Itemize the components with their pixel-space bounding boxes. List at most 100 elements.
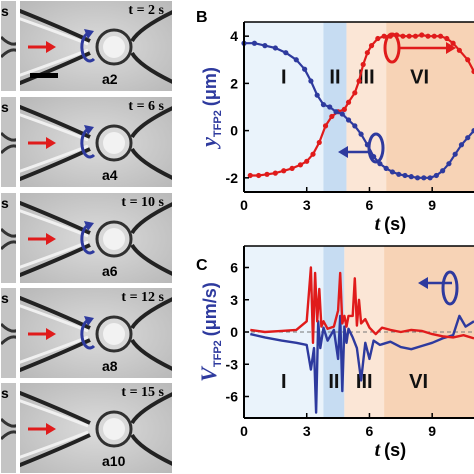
series-point-red (264, 171, 270, 177)
series-point-red (322, 123, 329, 129)
series-point-blue (458, 142, 465, 148)
y-axis-label: VTFP2 (μm/s) (196, 282, 224, 382)
frame-image (20, 383, 172, 473)
microscopy-frame: t = 12 s a8 (19, 287, 173, 379)
rotation-icon-blue-c (441, 270, 459, 306)
y-axis-unit: (μm) (200, 67, 220, 106)
microscopy-frame: t = 6 s a4 (19, 96, 173, 188)
y-axis-subscript: TFP2 (212, 110, 224, 137)
rotation-arrowhead-icon (84, 29, 94, 39)
series-point-blue (293, 57, 299, 63)
phase-label: II (328, 371, 339, 393)
series-point-blue (433, 172, 439, 179)
phase-label: I (281, 66, 287, 88)
series-point-red (272, 170, 278, 176)
series-point-blue (320, 102, 327, 108)
microscopy-frame: t = 2 s a2 (19, 0, 173, 92)
chart-annotations (338, 32, 459, 306)
series-point-blue (272, 45, 278, 51)
series-point-red (375, 35, 381, 42)
series-point-red (412, 33, 419, 39)
series-point-red (256, 172, 262, 179)
rotation-arrowhead-icon (84, 316, 94, 326)
y-tick-label: 3 (230, 292, 238, 308)
phase-band (323, 22, 347, 192)
sliver-edge-label: s (1, 195, 9, 211)
frame-id-label: a8 (102, 358, 118, 374)
x-tick-label: 9 (428, 423, 436, 439)
sliver-edge-label: s (1, 385, 9, 401)
series-point-red (406, 33, 412, 39)
x-axis-unit: (s) (384, 214, 406, 234)
frame-id-label: a4 (102, 167, 118, 183)
y-tick-label: 6 (230, 260, 238, 276)
series-point-blue (314, 92, 320, 98)
series-point-red (381, 33, 387, 39)
series-point-blue (339, 111, 345, 117)
series-point-blue (396, 171, 402, 177)
x-axis-label: t (s) (375, 213, 407, 235)
pull-arrowhead-icon (46, 423, 56, 435)
series-point-red (352, 90, 358, 96)
series-point-red (471, 68, 474, 75)
pull-arrowhead-icon (46, 137, 56, 149)
y-axis-unit: (μm/s) (200, 282, 220, 336)
x-tick-label: 9 (428, 197, 436, 213)
series-point-blue (308, 78, 314, 84)
sliver-image (1, 383, 16, 473)
x-tick-label: 6 (366, 197, 374, 213)
phase-label: II (329, 66, 340, 88)
rotation-arrowhead-icon (84, 125, 94, 135)
series-point-red (316, 139, 322, 146)
microscopy-sliver: s (0, 0, 17, 92)
frame-time-label: t = 15 s (121, 385, 164, 400)
series-point-red (345, 99, 352, 105)
series-point-red (437, 33, 444, 39)
phase-band (244, 22, 324, 192)
series-point-red (400, 33, 406, 39)
series-point-blue (446, 161, 452, 167)
x-tick-label: 3 (303, 423, 311, 439)
series-point-red (310, 151, 316, 157)
series-point-red (297, 162, 304, 168)
y-tick-label: 0 (230, 324, 238, 340)
microscopy-sliver: s (0, 96, 17, 188)
sliver-edge-label: s (1, 290, 9, 306)
series-point-blue (358, 131, 364, 137)
y-axis-subscript: TFP2 (212, 340, 224, 367)
y-tick-label: 0 (230, 123, 238, 139)
series-point-blue (440, 168, 446, 174)
series-point-red (450, 40, 456, 46)
series-point-blue (333, 109, 339, 115)
y-tick-label: -3 (226, 356, 239, 372)
sliver-image (1, 97, 16, 187)
series-point-red (456, 47, 462, 53)
rotation-arrowhead-icon (84, 221, 94, 231)
x-tick-label: 6 (366, 423, 374, 439)
series-point-blue (427, 175, 433, 181)
x-tick-label: 0 (240, 423, 248, 439)
series-point-red (247, 172, 253, 179)
scale-bar (30, 73, 58, 78)
arrowhead-icon-blue (338, 146, 348, 158)
sliver-image (1, 288, 16, 378)
series-point-red (364, 50, 370, 56)
rotation-icon-blue (367, 132, 385, 164)
series-point-blue (327, 104, 333, 110)
series-point-red (444, 35, 450, 42)
y-tick-label: 4 (230, 28, 238, 44)
sliver-edge-label: s (1, 3, 9, 19)
pull-arrowhead-icon (46, 328, 56, 340)
pull-arrowhead-icon (46, 233, 56, 245)
series-point-blue (352, 123, 358, 129)
series-point-red (465, 57, 471, 63)
frame-image (20, 288, 172, 378)
y-tick-label: -2 (226, 170, 239, 186)
series-point-blue (389, 169, 396, 175)
sliver-image (1, 193, 16, 283)
series-point-blue (262, 43, 268, 49)
x-tick-label: 3 (303, 197, 311, 213)
series-line-blue (250, 314, 474, 414)
